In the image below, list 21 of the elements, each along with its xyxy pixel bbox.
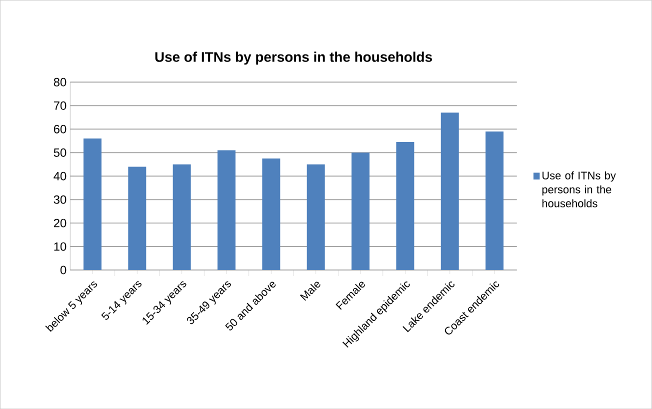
y-tick-label: 10	[54, 242, 66, 251]
bar	[486, 131, 504, 270]
legend-label: Use of ITNs by persons in the households	[542, 171, 616, 208]
y-tick-label: 60	[54, 124, 66, 134]
bar	[128, 166, 146, 270]
bar	[306, 164, 325, 270]
y-tick-label: 0	[60, 266, 66, 274]
bar	[262, 158, 280, 270]
chart-title: Use of ITNs by persons in the households	[155, 52, 432, 65]
bar	[84, 138, 102, 270]
y-tick-label: 50	[54, 148, 66, 157]
bar	[396, 142, 414, 270]
y-tick-label: 40	[54, 172, 66, 180]
y-tick-label: 20	[54, 218, 66, 228]
y-tick-label: 80	[54, 78, 66, 86]
bar	[172, 164, 191, 270]
bar	[440, 112, 459, 270]
bar	[218, 150, 236, 270]
y-tick-label: 30	[54, 195, 66, 204]
y-tick-label: 70	[54, 101, 66, 110]
bar	[352, 152, 370, 270]
